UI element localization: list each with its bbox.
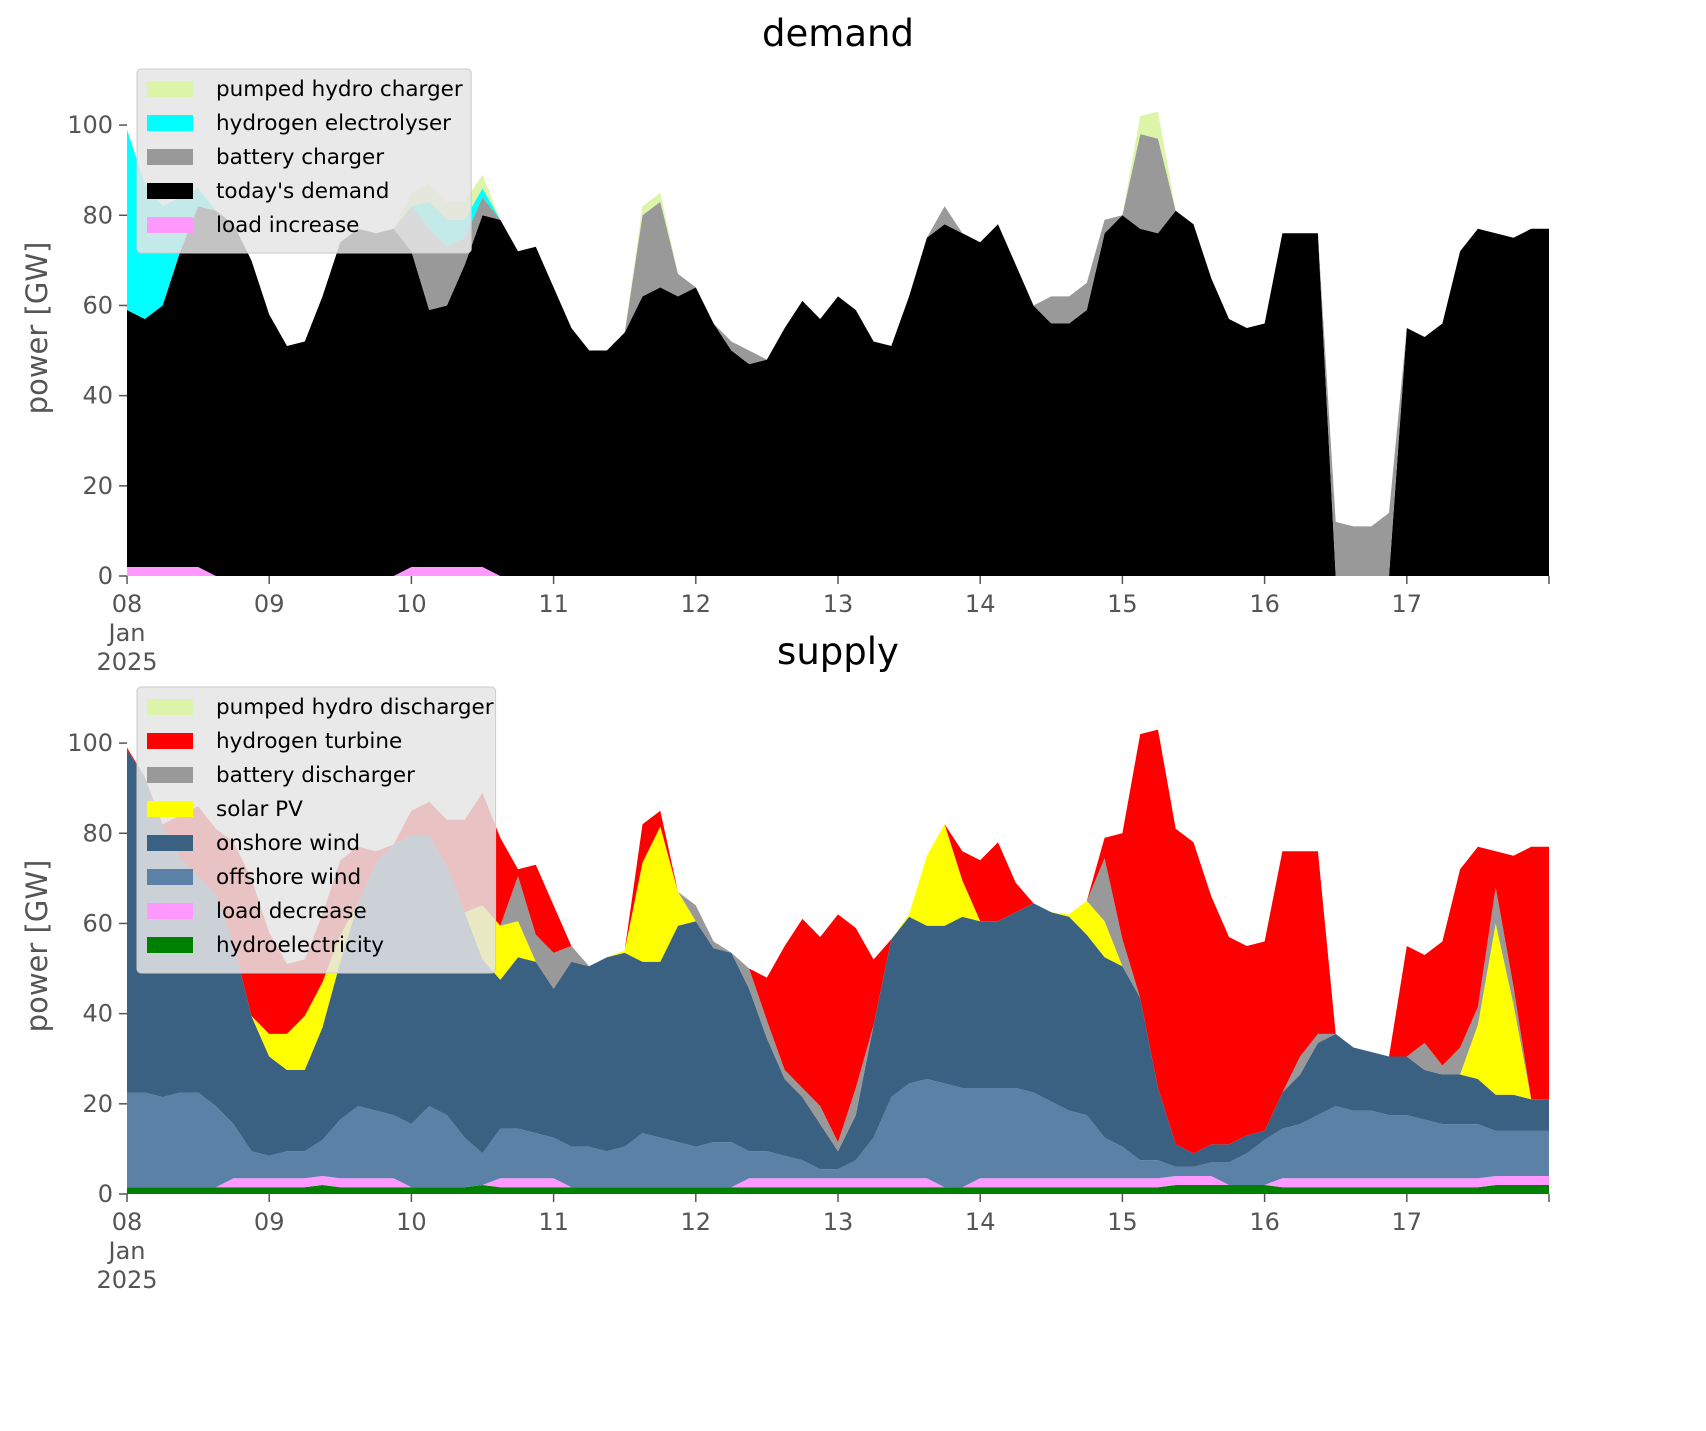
legend-swatch	[147, 81, 193, 97]
legend-label: battery discharger	[216, 763, 415, 788]
x-tick-label: 10	[396, 590, 427, 618]
x-tick-label: 11	[538, 590, 569, 618]
legend-swatch	[147, 115, 193, 131]
x-tick-label: 15	[1107, 1208, 1138, 1236]
legend	[136, 686, 497, 974]
chart-title: supply	[777, 630, 899, 673]
legend-label: onshore wind	[216, 831, 360, 856]
legend-label: today's demand	[216, 179, 389, 204]
y-tick-label: 80	[82, 819, 113, 847]
y-tick-label: 40	[82, 1000, 113, 1028]
x-tick-label: 13	[823, 590, 854, 618]
supply-panel: supply 0 20 40 60 80 100 08 Jan 2025 09 10 11 12 13 14 1…	[20, 630, 1550, 1294]
x-tick-label: 12	[681, 590, 712, 618]
area-load-increase	[127, 567, 1549, 576]
x-tick-label: 16	[1249, 1208, 1280, 1236]
x-tick-label: 14	[965, 590, 996, 618]
y-tick-label: 0	[98, 562, 113, 590]
area-load-decrease	[127, 1176, 1549, 1188]
x-tick-label: 11	[538, 1208, 569, 1236]
area-offshore-wind	[127, 1079, 1549, 1188]
legend-swatch	[147, 217, 193, 233]
legend-label: battery charger	[216, 145, 384, 170]
legend	[136, 68, 472, 254]
legend-swatch	[147, 937, 193, 953]
y-tick-label: 100	[67, 111, 113, 139]
x-tick-label: 12	[681, 1208, 712, 1236]
legend-swatch	[147, 733, 193, 749]
legend-label: hydroelectricity	[216, 933, 384, 958]
y-axis-label: power [GW]	[20, 242, 54, 415]
y-axis-label: power [GW]	[20, 860, 54, 1033]
y-tick-label: 60	[82, 909, 113, 937]
x-tick-label: 08 Jan 2025	[96, 1208, 157, 1294]
legend-label: load increase	[216, 213, 359, 238]
legend-swatch	[147, 183, 193, 199]
demand-panel: demand 0 20 40 60 80 100 08 Jan 2025 09 10 11 12 13 14 1…	[20, 12, 1550, 676]
x-tick-label: 16	[1249, 590, 1280, 618]
x-tick-label: 08 Jan 2025	[96, 590, 157, 676]
y-tick-label: 60	[82, 291, 113, 319]
chart-title: demand	[762, 12, 914, 55]
y-tick-label: 80	[82, 201, 113, 229]
y-tick-label: 100	[67, 729, 113, 757]
legend-label: hydrogen turbine	[216, 729, 402, 754]
legend-swatch	[147, 869, 193, 885]
legend-swatch	[147, 767, 193, 783]
legend-label: hydrogen electrolyser	[216, 111, 451, 136]
x-tick-label: 17	[1392, 590, 1423, 618]
y-tick-label: 20	[82, 1090, 113, 1118]
legend-swatch	[147, 903, 193, 919]
legend-label: load decrease	[216, 899, 367, 924]
legend-swatch	[147, 835, 193, 851]
legend-swatch	[147, 699, 193, 715]
y-tick-label: 0	[98, 1180, 113, 1208]
legend-swatch	[147, 149, 193, 165]
x-tick-label: 14	[965, 1208, 996, 1236]
x-tick-label: 09	[254, 590, 285, 618]
area-hydroelectricity	[127, 1185, 1549, 1194]
x-tick-label: 17	[1392, 1208, 1423, 1236]
x-tick-label: 15	[1107, 590, 1138, 618]
legend-label: offshore wind	[216, 865, 361, 890]
x-tick-label: 13	[823, 1208, 854, 1236]
legend-label: pumped hydro charger	[216, 77, 463, 102]
y-tick-label: 20	[82, 472, 113, 500]
area-today-s-demand	[127, 206, 1549, 577]
y-tick-label: 40	[82, 382, 113, 410]
legend-label: pumped hydro discharger	[216, 695, 494, 720]
area-onshore-wind	[127, 749, 1549, 1170]
x-tick-label: 09	[254, 1208, 285, 1236]
legend-label: solar PV	[216, 797, 303, 822]
x-tick-label: 10	[396, 1208, 427, 1236]
legend-swatch	[147, 801, 193, 817]
